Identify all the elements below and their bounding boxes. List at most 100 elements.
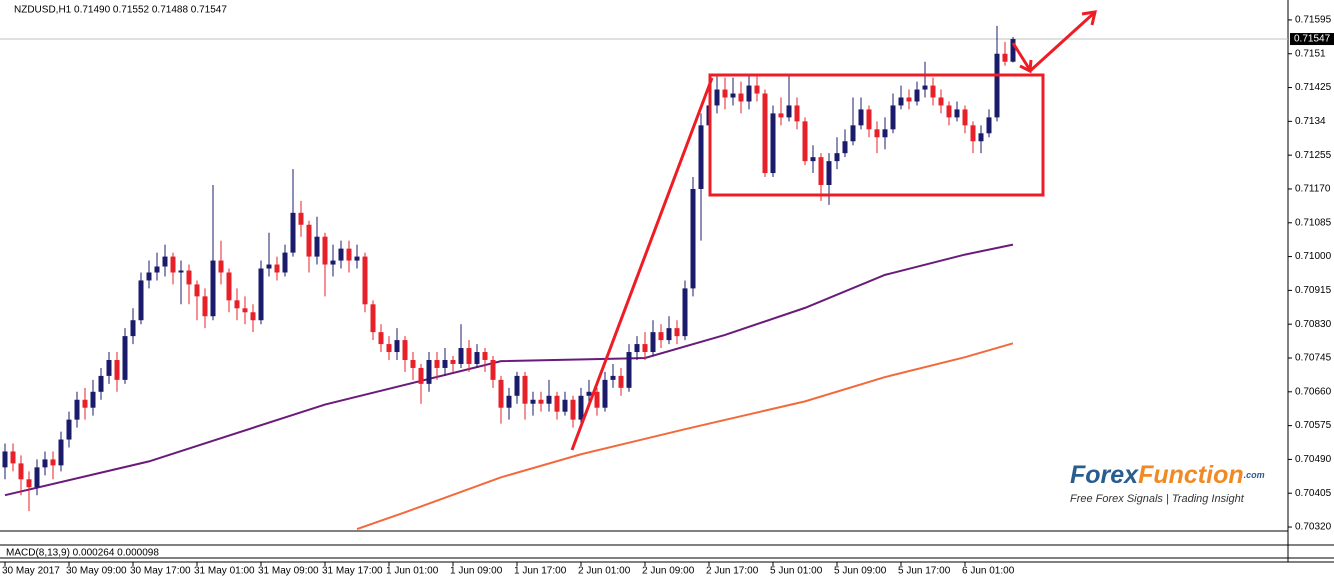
y-tick-label: 0.7151: [1295, 48, 1326, 59]
candle-body: [66, 419, 72, 440]
candle-body: [346, 248, 352, 261]
candle-body: [274, 264, 280, 273]
candle-body: [722, 89, 728, 98]
y-tick-label: 0.7134: [1295, 116, 1326, 127]
chart-header: NZDUSD,H1 0.71490 0.71552 0.71488 0.7154…: [14, 5, 227, 16]
candle-body: [26, 479, 32, 488]
candle-body: [106, 359, 112, 376]
trend-line: [570, 77, 714, 451]
candle-body: [378, 332, 384, 345]
y-tick-label: 0.70320: [1295, 522, 1332, 533]
y-tick-label: 0.71170: [1295, 184, 1331, 195]
y-tick-label: 0.71000: [1295, 251, 1332, 262]
candle-body: [930, 85, 936, 98]
annotations: [570, 10, 1097, 451]
candle-body: [450, 359, 456, 364]
y-tick-label: 0.70660: [1295, 386, 1332, 397]
candle-body: [938, 97, 944, 106]
candle-body: [698, 125, 704, 189]
x-tick-label: 1 Jun 09:00: [450, 566, 503, 577]
candle-body: [858, 109, 864, 126]
candle-body: [258, 268, 264, 321]
candle-body: [874, 129, 880, 138]
candle-body: [162, 256, 168, 267]
candle-body: [730, 93, 736, 98]
candle-body: [338, 248, 344, 261]
candle-body: [674, 328, 680, 337]
macd-label: MACD(8,13,9) 0.000264 0.000098: [6, 548, 159, 559]
current-price-label: 0.71547: [1294, 34, 1331, 45]
candle-body: [266, 264, 272, 269]
candle-body: [98, 375, 104, 392]
candle-body: [386, 344, 392, 353]
candle-body: [778, 113, 784, 118]
candle-body: [610, 375, 616, 380]
x-tick-label: 31 May 17:00: [322, 566, 383, 577]
candle-body: [906, 97, 912, 102]
candle-body: [578, 395, 584, 420]
arrow-down: [1011, 42, 1032, 71]
watermark-tagline: Free Forex Signals | Trading Insight: [1070, 493, 1245, 505]
x-tick-label: 5 Jun 17:00: [898, 566, 951, 577]
candle-body: [946, 105, 952, 118]
candle-body: [890, 105, 896, 130]
candle-body: [802, 121, 808, 162]
watermark-brand: ForexFunction.com: [1070, 461, 1265, 489]
range-box: [708, 73, 1045, 197]
candle-body: [714, 89, 720, 106]
candle-body: [514, 375, 520, 396]
candle-body: [306, 224, 312, 257]
candle-body: [922, 85, 928, 90]
moving-average: [356, 342, 1014, 530]
y-tick-label: 0.71595: [1295, 15, 1332, 26]
candle-body: [658, 332, 664, 341]
candle-body: [314, 236, 320, 257]
watermark-brand-part: Forex: [1070, 461, 1139, 489]
candle-body: [154, 266, 160, 273]
candle-body: [370, 304, 376, 333]
candle-body: [282, 252, 288, 273]
candle-body: [682, 288, 688, 337]
candle-body: [322, 236, 328, 265]
candle-body: [298, 212, 304, 225]
candle-body: [634, 344, 640, 353]
candle-body: [354, 256, 360, 261]
y-tick-label: 0.71425: [1295, 82, 1332, 93]
candle-body: [522, 375, 528, 404]
candle-body: [898, 97, 904, 106]
moving-average: [4, 243, 1014, 497]
candle-body: [82, 399, 88, 408]
candle-body: [810, 157, 816, 162]
candle-body: [738, 93, 744, 102]
candle-body: [914, 89, 920, 102]
candle-body: [402, 340, 408, 360]
x-tick-label: 2 Jun 01:00: [578, 566, 631, 577]
x-tick-label: 31 May 01:00: [194, 566, 255, 577]
arrowhead: [1081, 10, 1097, 26]
candle-body: [242, 308, 248, 313]
candle-body: [146, 272, 152, 281]
candle-body: [426, 359, 432, 384]
y-tick-label: 0.70490: [1295, 454, 1332, 465]
candle-body: [234, 300, 240, 309]
candle-body: [602, 379, 608, 408]
candle-body: [10, 451, 16, 464]
x-tick-label: 5 Jun 09:00: [834, 566, 887, 577]
candle-body: [826, 161, 832, 185]
y-tick-label: 0.71085: [1295, 217, 1332, 228]
candle-body: [122, 336, 128, 380]
y-tick-label: 0.71255: [1295, 150, 1332, 161]
watermark-suffix: .com: [1244, 470, 1265, 480]
candle-body: [194, 284, 200, 297]
arrow-up: [1028, 11, 1096, 73]
watermark: ForexFunction.com Free Forex Signals | T…: [1070, 461, 1265, 505]
candle-body: [210, 260, 216, 317]
candle-body: [458, 348, 464, 364]
candle-body: [538, 399, 544, 404]
candle-body: [434, 359, 440, 368]
candle-body: [498, 379, 504, 408]
candle-body: [762, 93, 768, 174]
x-tick-label: 1 Jun 01:00: [386, 566, 439, 577]
